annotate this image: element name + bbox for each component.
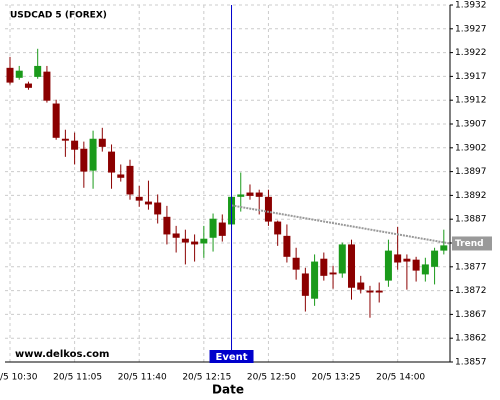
trend-line: [231, 204, 451, 245]
x-tick-label: 20/5 10:30: [0, 373, 38, 383]
candle-body: [394, 254, 402, 263]
x-tick-label: 20/5 11:05: [53, 373, 102, 383]
candle-body: [181, 238, 189, 243]
candle-body: [366, 290, 374, 293]
candle-body: [163, 216, 171, 235]
candle-body: [34, 65, 42, 77]
candle-body: [172, 233, 180, 238]
y-tick-label: 1.3917: [455, 72, 487, 82]
chart-title: USDCAD 5 (FOREX): [10, 11, 107, 21]
x-tick-label: 20/5 12:15: [182, 373, 231, 383]
y-tick-label: 1.3877: [455, 262, 487, 272]
candle-body: [357, 282, 365, 290]
candle-body: [292, 257, 300, 270]
candle-body: [348, 244, 356, 288]
candle-body: [98, 138, 106, 147]
x-tick-label: 20/5 13:25: [312, 373, 361, 383]
y-tick-label: 1.3922: [455, 48, 487, 58]
plot-area: [5, 5, 450, 362]
candle-body: [108, 151, 116, 173]
candle-body: [191, 241, 199, 245]
candle-body: [274, 221, 282, 235]
candle-body: [218, 222, 226, 236]
trend-label: Trend: [455, 239, 484, 249]
candle-body: [6, 67, 14, 83]
candle-body: [135, 196, 143, 201]
x-axis-title: Date: [212, 383, 244, 397]
candle-body: [52, 103, 60, 138]
candle-body: [255, 192, 263, 197]
candle-body: [431, 250, 439, 267]
candle-body: [15, 70, 23, 78]
candle-body: [144, 201, 152, 205]
candle-body: [375, 290, 383, 293]
candle-body: [24, 83, 32, 88]
candle-body: [440, 245, 448, 251]
candle-body: [283, 235, 291, 257]
candle-body: [329, 272, 337, 275]
trend-label-box: [452, 236, 492, 251]
candle-body: [412, 259, 420, 271]
candle-body: [126, 165, 134, 195]
candle-body: [237, 194, 245, 197]
candle-body: [43, 71, 51, 101]
x-tick-label: 20/5 12:50: [247, 373, 296, 383]
candle-body: [71, 140, 79, 150]
y-tick-label: 1.3872: [455, 286, 487, 296]
y-tick-label: 1.3867: [455, 310, 487, 320]
candle-body: [264, 196, 272, 222]
y-tick-label: 1.3912: [455, 96, 487, 106]
y-tick-label: 1.3927: [455, 24, 487, 34]
y-tick-label: 1.3857: [455, 358, 487, 368]
candle-body: [384, 250, 392, 281]
candle-body: [117, 174, 125, 178]
y-tick-label: 1.3897: [455, 167, 487, 177]
candle-body: [421, 264, 429, 275]
event-label-box: [209, 350, 254, 363]
x-tick-label: 20/5 14:00: [376, 373, 425, 383]
candle-body: [61, 138, 69, 141]
candle-body: [89, 138, 97, 171]
candle-body: [403, 258, 411, 262]
y-tick-label: 1.3892: [455, 191, 487, 201]
y-tick-label: 1.3862: [455, 334, 487, 344]
event-label: Event: [216, 352, 248, 363]
candle-body: [338, 244, 346, 274]
candle-body: [80, 148, 88, 172]
y-tick-label: 1.3887: [455, 215, 487, 225]
candle-body: [301, 273, 309, 296]
y-tick-label: 1.3907: [455, 120, 487, 130]
watermark: www.delkos.com: [15, 349, 109, 360]
candle-body: [154, 202, 162, 215]
y-tick-label: 1.3902: [455, 143, 487, 153]
candle-body: [200, 238, 208, 244]
candle-body: [209, 218, 217, 238]
candle-body: [320, 258, 328, 276]
y-tick-label: 1.3932: [455, 1, 487, 11]
candle-body: [246, 192, 254, 196]
x-tick-label: 20/5 11:40: [118, 373, 167, 383]
candle-body: [311, 261, 319, 299]
